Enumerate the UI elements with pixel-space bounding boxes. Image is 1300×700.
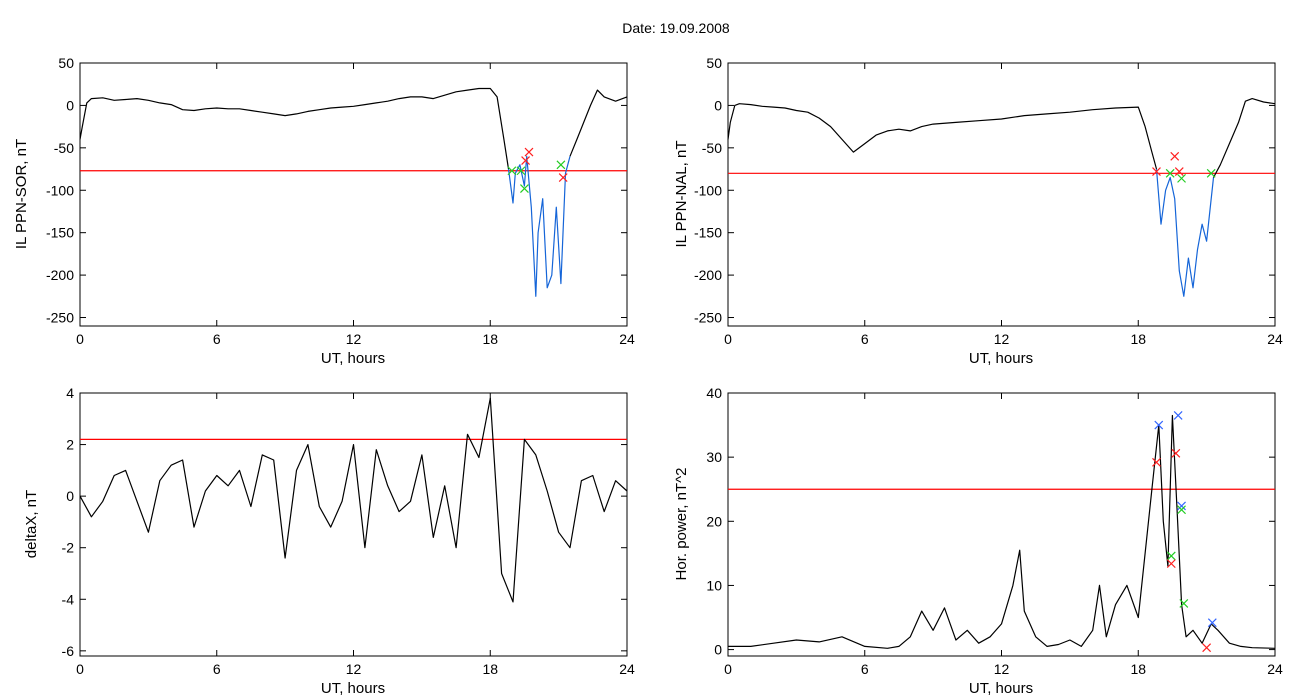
x-tick-label: 24: [1267, 331, 1283, 347]
marker-x: [1206, 168, 1216, 178]
x-tick-label: 18: [1130, 661, 1146, 677]
marker-x: [1207, 618, 1217, 628]
marker-x: [520, 184, 529, 193]
page-title: Date: 19.09.2008: [622, 20, 730, 36]
panel-bottom-right: 0 6 12 18 24 40 30 20 10 0 UT, hours Hor. power, …: [673, 385, 1283, 697]
x-tick-label: 6: [213, 661, 221, 677]
y-tick-label: 0: [66, 97, 74, 113]
x-tick-label: 12: [994, 331, 1010, 347]
x-tick-label: 12: [994, 661, 1010, 677]
y-tick-label: 0: [714, 642, 722, 658]
y-tick-label: 40: [706, 385, 722, 401]
marker-x: [558, 173, 568, 182]
marker-x: [1177, 501, 1186, 511]
y-axis-label: IL PPN-NAL, nT: [673, 141, 690, 248]
y-axis-label: Hor. power, nT^2: [673, 468, 690, 581]
y-tick-label: -150: [46, 225, 74, 241]
y-tick-label: -100: [46, 182, 74, 198]
marker-x: [1173, 411, 1183, 420]
marker-x: [1170, 151, 1180, 161]
y-tick-label: -4: [62, 591, 75, 607]
y-tick-label: 50: [58, 55, 74, 71]
y-tick-label: -250: [694, 310, 722, 326]
y-tick-label: 10: [706, 577, 722, 593]
y-tick-label: -100: [694, 182, 722, 198]
chart-marks: 0 6 12 18 24 4 2 0 -2 -4 -6: [62, 385, 635, 677]
y-tick-label: -50: [702, 140, 722, 156]
x-tick-label: 6: [213, 331, 221, 347]
panel-top-left: 0 6 12 18 24 50 0 -50 -100 -150 -200 -250 UT, hours…: [13, 55, 635, 367]
plot-frame: [79, 392, 628, 657]
y-tick-label: -150: [694, 225, 722, 241]
marker-x: [1174, 167, 1184, 177]
x-tick-label: 0: [76, 331, 84, 347]
x-axis-label: UT, hours: [321, 350, 385, 367]
marker-x: [1202, 643, 1212, 653]
plot-frame: [79, 62, 628, 327]
marker-x: [556, 160, 566, 170]
y-axis-label: deltaX, nT: [23, 490, 40, 558]
y-tick-label: 50: [706, 55, 722, 71]
y-tick-label: -250: [46, 310, 74, 326]
marker-x: [1152, 167, 1161, 177]
y-axis-label: IL PPN-SOR, nT: [13, 139, 30, 249]
panel-top-right: 0 6 12 18 24 50 0 -50 -100 -150 -200 -250 UT, hours…: [673, 55, 1283, 367]
y-tick-label: 0: [66, 488, 74, 504]
series-line: [728, 414, 1276, 649]
chart-marks: 0 6 12 18 24 50 0 -50 -100 -150 -200 -250: [46, 55, 635, 347]
chart-marks: 0 6 12 18 24 50 0 -50 -100 -150 -200 -250: [694, 55, 1283, 347]
marker-x: [524, 147, 534, 157]
marker-x: [521, 156, 531, 165]
y-tick-label: -200: [694, 267, 722, 283]
chart-marks: 0 6 12 18 24 40 30 20 10 0: [706, 385, 1283, 677]
marker-x: [1166, 551, 1176, 561]
marker-x: [516, 166, 526, 176]
marker-x: [1171, 448, 1181, 458]
marker-x: [507, 166, 517, 176]
series-line: [79, 397, 628, 603]
x-tick-label: 12: [346, 331, 362, 347]
x-tick-label: 24: [619, 331, 635, 347]
x-axis-label: UT, hours: [321, 680, 385, 697]
x-axis-label: UT, hours: [969, 680, 1033, 697]
x-tick-label: 0: [76, 661, 84, 677]
x-tick-label: 18: [482, 661, 498, 677]
y-tick-label: -2: [62, 540, 75, 556]
series-line: [1155, 168, 1215, 297]
marker-x: [1179, 598, 1189, 608]
series-line: [727, 103, 1158, 170]
marker-x: [1165, 168, 1175, 178]
x-tick-label: 18: [1130, 331, 1146, 347]
x-tick-label: 18: [482, 331, 498, 347]
x-tick-label: 0: [724, 661, 732, 677]
x-tick-label: 6: [861, 661, 869, 677]
y-tick-label: 20: [706, 513, 722, 529]
y-tick-label: -50: [54, 140, 74, 156]
panel-bottom-left: 0 6 12 18 24 4 2 0 -2 -4 -6 UT, hours deltaX, nT: [23, 385, 635, 697]
series-line: [507, 155, 571, 297]
marker-x: [1177, 173, 1186, 183]
x-tick-label: 24: [619, 661, 635, 677]
y-tick-label: 2: [66, 437, 74, 453]
y-tick-label: 4: [66, 385, 74, 401]
y-tick-label: -6: [62, 643, 75, 659]
series-line: [569, 89, 628, 157]
marker-x: [1166, 559, 1176, 569]
series-line: [1212, 97, 1276, 178]
x-tick-label: 24: [1267, 661, 1283, 677]
series-line: [79, 87, 510, 170]
x-tick-label: 6: [861, 331, 869, 347]
x-tick-label: 12: [346, 661, 362, 677]
x-axis-label: UT, hours: [969, 350, 1033, 367]
y-tick-label: -200: [46, 267, 74, 283]
x-tick-label: 0: [724, 331, 732, 347]
plot-frame: [727, 392, 1276, 657]
y-tick-label: 0: [714, 97, 722, 113]
marker-x: [1177, 505, 1186, 515]
marker-x: [1154, 420, 1164, 430]
y-tick-label: 30: [706, 449, 722, 465]
marker-x: [1152, 457, 1161, 467]
